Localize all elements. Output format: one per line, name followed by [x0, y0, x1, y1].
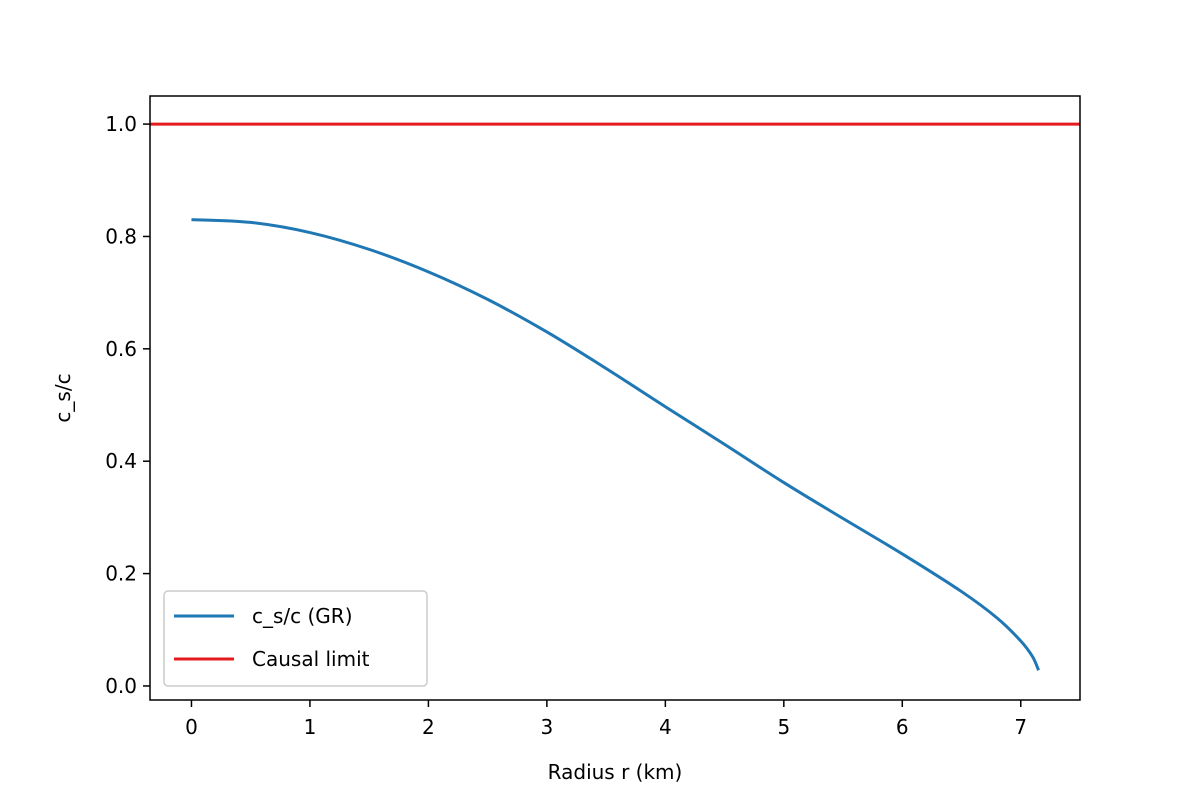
y-axis-label: c_s/c [51, 373, 75, 422]
x-tick-label: 2 [422, 715, 435, 739]
y-tick-label: 0.0 [105, 674, 137, 698]
ticks-group: 0 1 2 3 4 5 6 7 0.0 0.2 0.4 0.6 0.8 1.0 [105, 112, 1027, 739]
y-tick-label: 0.8 [105, 224, 137, 248]
x-tick-label: 7 [1014, 715, 1027, 739]
legend-label: c_s/c (GR) [252, 604, 353, 628]
legend: c_s/c (GR) Causal limit [163, 590, 428, 687]
x-tick-label: 5 [777, 715, 790, 739]
x-tick-label: 0 [185, 715, 198, 739]
x-tick-label: 3 [541, 715, 554, 739]
legend-entry-causal: Causal limit [174, 647, 370, 671]
y-tick-label: 1.0 [105, 112, 137, 136]
x-tick-label: 4 [659, 715, 672, 739]
x-tick-label: 6 [896, 715, 909, 739]
series-group [150, 122, 1080, 671]
gr-sound-speed-line [191, 218, 1040, 671]
plot-frame [149, 95, 1081, 701]
legend-label: Causal limit [252, 647, 370, 671]
legend-entry-gr: c_s/c (GR) [174, 604, 353, 628]
y-tick-label: 0.2 [105, 562, 137, 586]
y-tick-label: 0.4 [105, 449, 137, 473]
y-tick-label: 0.6 [105, 337, 137, 361]
x-tick-label: 1 [304, 715, 317, 739]
x-axis-label: Radius r (km) [548, 760, 683, 784]
